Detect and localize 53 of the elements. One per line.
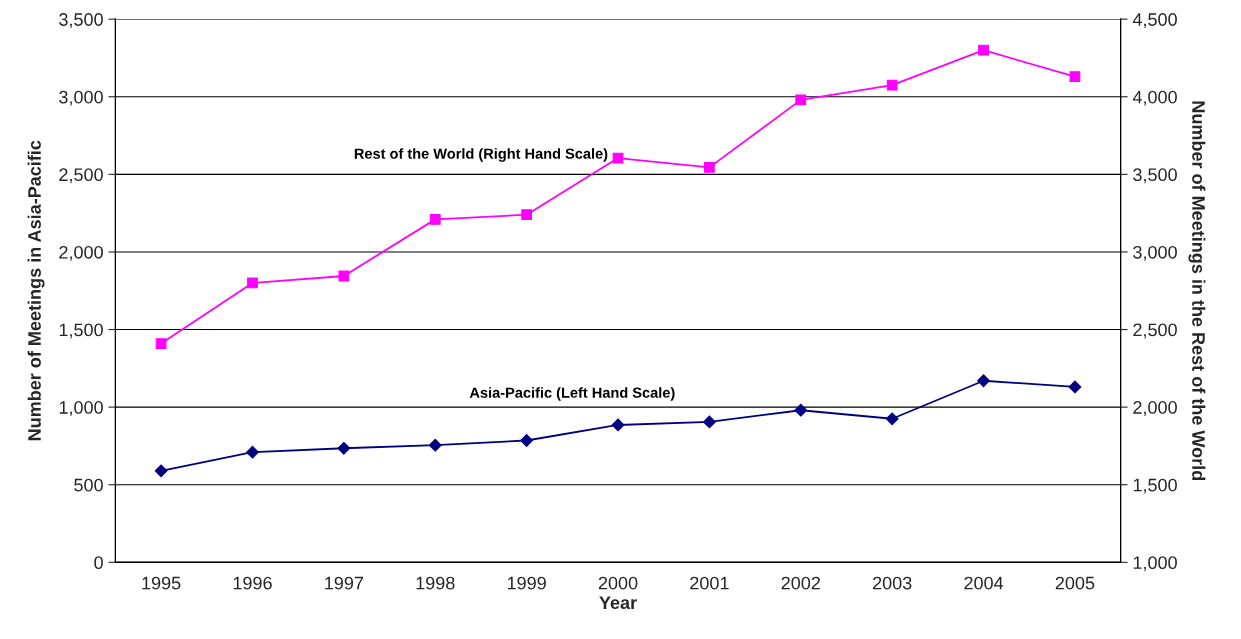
x-tick-label: 2002 (781, 576, 820, 590)
point (885, 412, 899, 426)
y2-tick-label: 2,000 (1133, 401, 1177, 416)
x-tick-label: 2004 (964, 576, 1004, 590)
series-label: Asia-Pacific (Left Hand Scale) (469, 387, 675, 401)
point (702, 415, 716, 429)
y2-tick-label: 2,500 (1133, 323, 1177, 339)
x-tick-label: 1998 (416, 576, 455, 590)
y-tick-label: 3,000 (59, 90, 103, 106)
y-tick-label: 2,000 (59, 245, 103, 261)
series-label: Rest of the World (Right Hand Scale) (354, 148, 608, 162)
point (428, 438, 442, 452)
y2-tick-label: 4,000 (1132, 90, 1177, 106)
point (795, 94, 807, 106)
point (704, 161, 715, 173)
y2-tick-label: 4,500 (1132, 13, 1177, 29)
point (1068, 380, 1082, 394)
point (154, 464, 168, 478)
y-tick-label: 3,500 (59, 13, 103, 29)
point (246, 445, 259, 459)
y-tick-label: 1,500 (59, 323, 103, 339)
y2-axis-title: Number of Meetings in the Rest of the World (1188, 101, 1206, 480)
y-tick-label: 0 (94, 556, 103, 570)
point (337, 441, 351, 455)
x-tick-label: 1996 (233, 576, 272, 590)
y2-tick-label: 1,000 (1133, 556, 1177, 572)
point (978, 44, 989, 56)
point (977, 374, 990, 388)
y-tick-label: 2,500 (59, 168, 103, 184)
point (338, 270, 350, 282)
point (794, 403, 808, 417)
y-axis-title: Number of Meetings in Asia-Pacific (27, 140, 45, 441)
y2-tick-label: 1,500 (1133, 478, 1177, 494)
point (1069, 71, 1081, 82)
x-tick-label: 2000 (598, 576, 638, 590)
x-tick-label: 2005 (1055, 576, 1095, 590)
x-tick-label: 1997 (325, 576, 364, 590)
point (886, 79, 898, 91)
y2-tick-label: 3,000 (1133, 245, 1177, 261)
point (429, 213, 441, 225)
y2-tick-label: 3,500 (1133, 168, 1177, 184)
point (611, 418, 625, 432)
x-tick-label: 2003 (872, 576, 912, 590)
point (521, 209, 533, 221)
y-tick-label: 1,000 (59, 401, 103, 416)
x-tick-label: 2001 (690, 576, 729, 590)
x-tick-label: 1995 (142, 576, 181, 590)
y-tick-label: 500 (74, 478, 103, 492)
point (520, 434, 534, 447)
x-axis-title: Year (599, 596, 637, 610)
x-tick-label: 1999 (507, 576, 546, 590)
point (247, 277, 258, 289)
point (155, 338, 167, 349)
